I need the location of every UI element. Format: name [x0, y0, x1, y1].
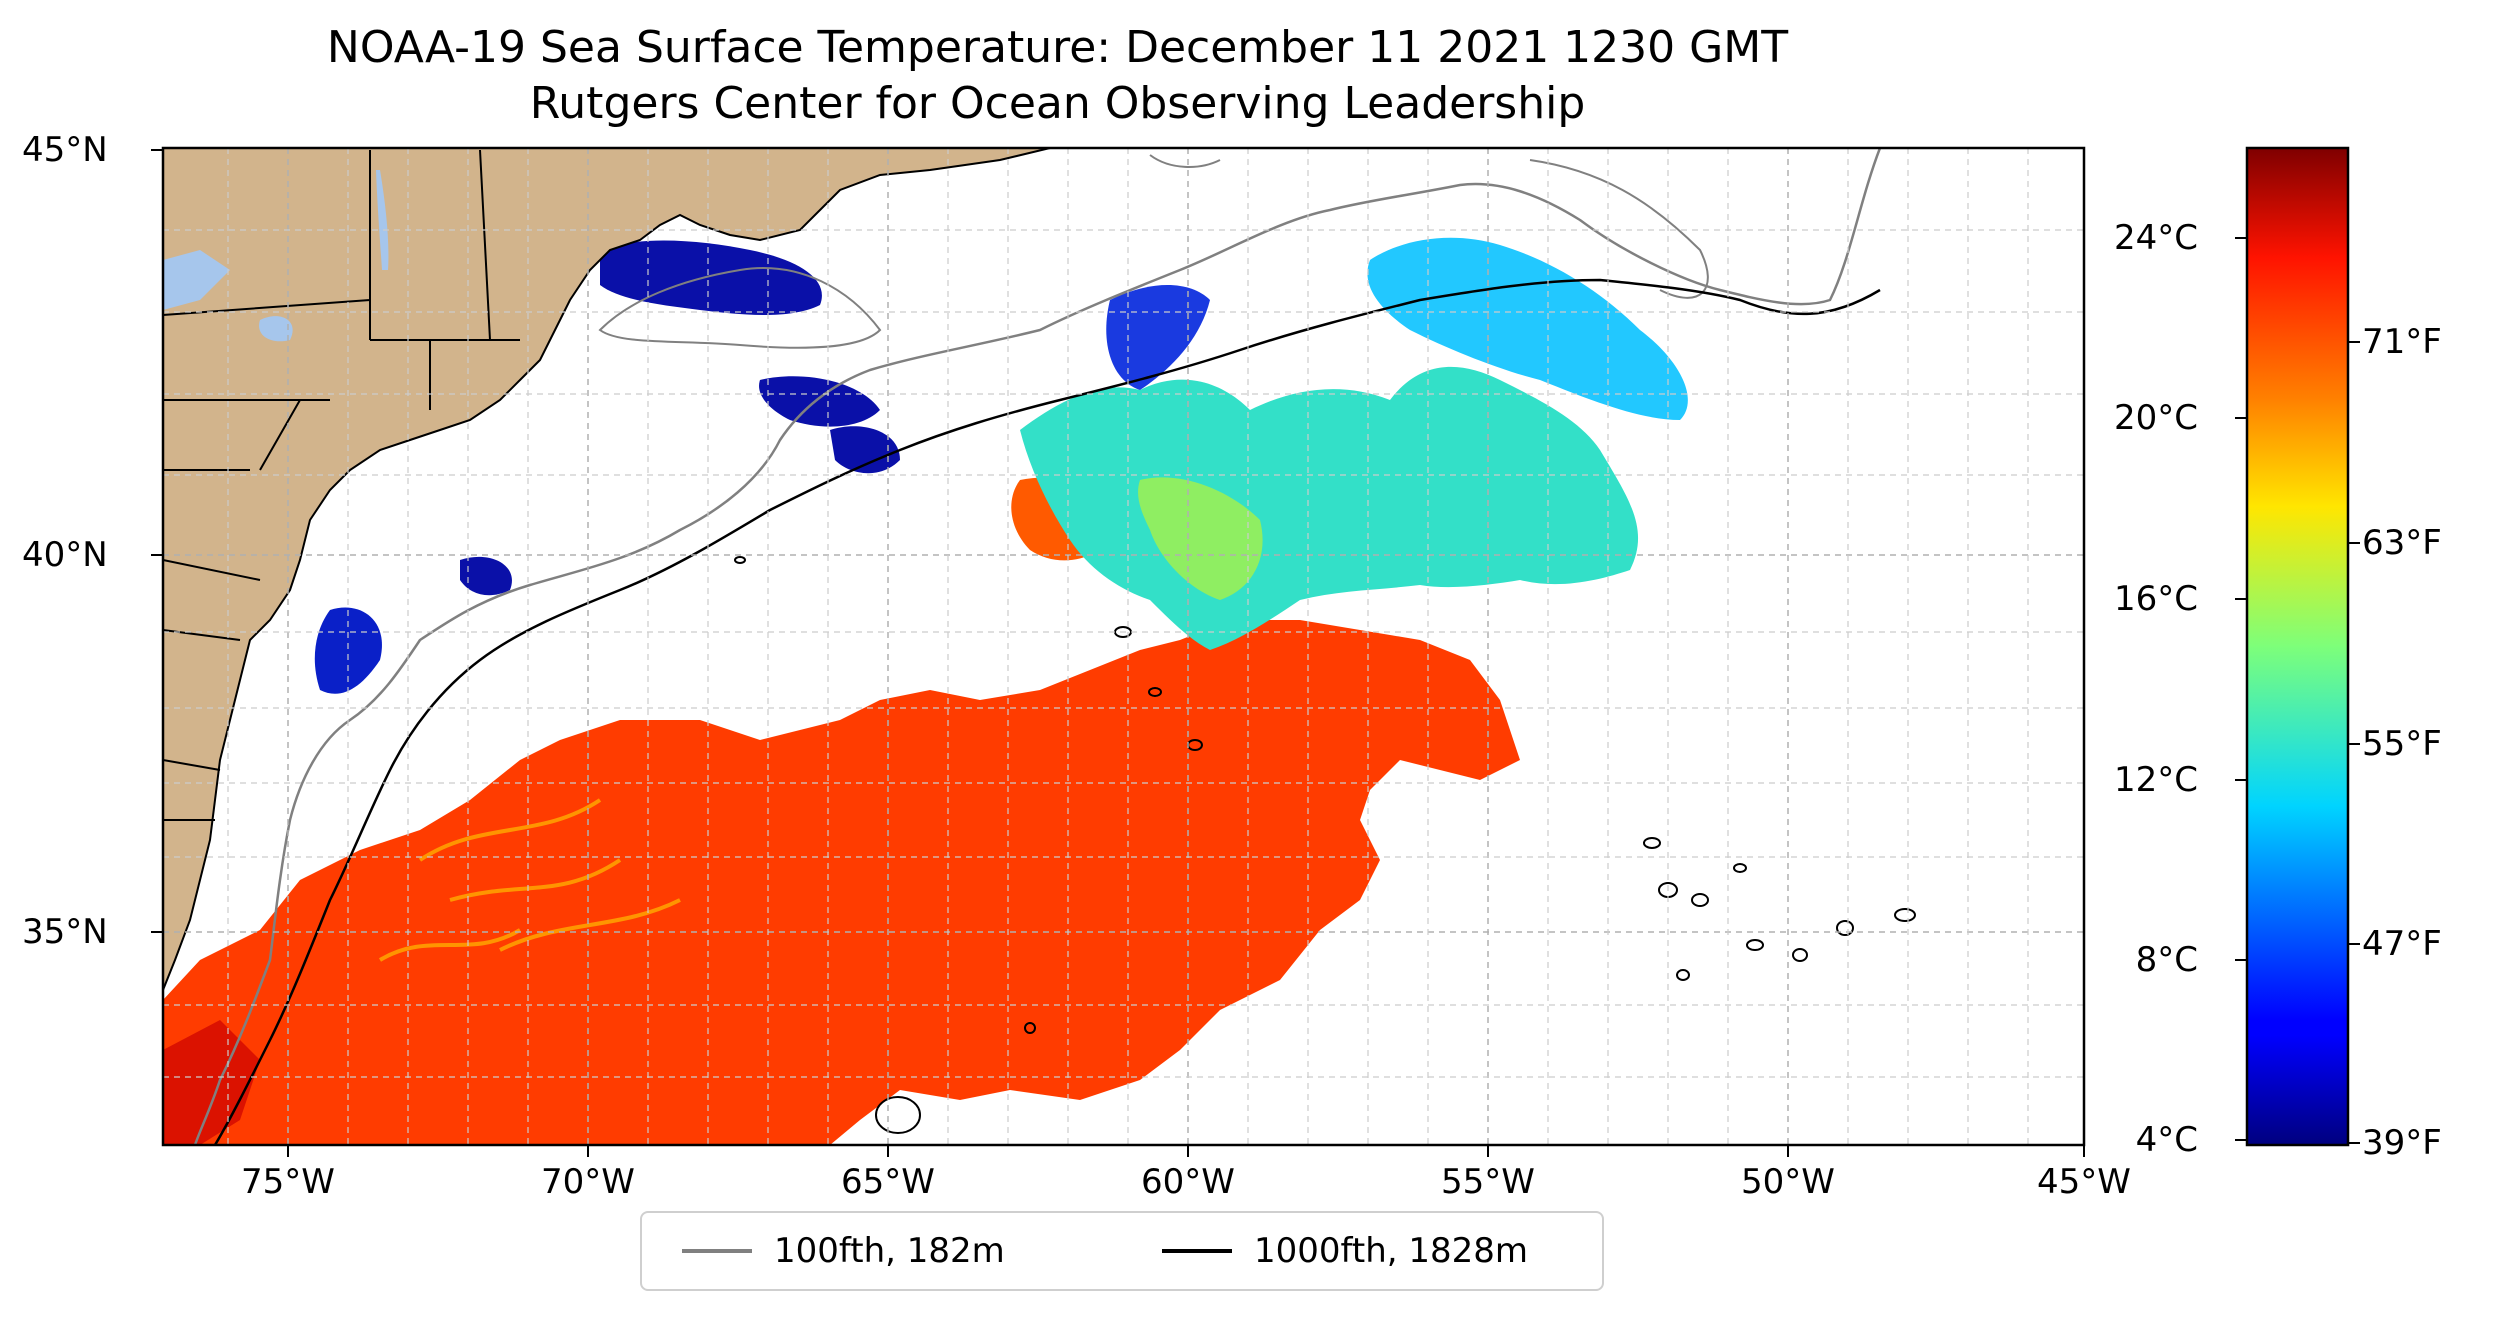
bathymetry-100fth-north: [598, 154, 1709, 349]
inland-lakes: [163, 170, 389, 342]
x-tick-label: 45°W: [2037, 1162, 2131, 1202]
colorbar-fahrenheit-label: 47°F: [2362, 924, 2442, 964]
legend-line-grey: [682, 1249, 752, 1253]
colorbar-celsius-label: 4°C: [2135, 1120, 2198, 1160]
y-tick-label: 40°N: [22, 535, 108, 575]
x-tick-label: 65°W: [841, 1162, 935, 1202]
y-tick-label: 45°N: [22, 130, 108, 170]
legend: 100fth, 182m 1000fth, 1828m: [640, 1211, 1604, 1291]
colorbar-celsius-label: 16°C: [2113, 579, 2198, 619]
colorbar-celsius-label: 8°C: [2135, 940, 2198, 980]
sst-cold-gulf-of-maine: [600, 240, 822, 315]
colorbar-gradient: [2245, 146, 2350, 1147]
state-borders: [163, 149, 520, 821]
sst-cold-coast: [314, 607, 382, 694]
legend-item-100fth: 100fth, 182m: [682, 1229, 1005, 1273]
chart-subtitle: Rutgers Center for Ocean Observing Leade…: [529, 78, 1586, 129]
map-frame: [161, 146, 2086, 1147]
chart-title: NOAA-19 Sea Surface Temperature: Decembe…: [326, 22, 1789, 73]
sst-cyan-north: [1367, 237, 1688, 420]
colorbar-celsius-label: 12°C: [2113, 760, 2198, 800]
axis-ticks: [151, 149, 2085, 1157]
legend-line-black: [1162, 1249, 1232, 1253]
sst-cold-scattered: [460, 376, 900, 596]
colorbar-fahrenheit-label: 71°F: [2362, 322, 2442, 362]
x-tick-label: 60°W: [1141, 1162, 1235, 1202]
sst-warm-region: [163, 620, 1520, 1145]
seamount-contours: [734, 556, 1916, 1134]
colorbar-fahrenheit-label: 55°F: [2362, 724, 2442, 764]
x-tick-label: 70°W: [541, 1162, 635, 1202]
colorbar-fahrenheit-label: 63°F: [2362, 523, 2442, 563]
colorbar-celsius-label: 24°C: [2113, 218, 2198, 258]
x-tick-label: 50°W: [1741, 1162, 1835, 1202]
land-mass: [163, 148, 1051, 991]
x-tick-label: 55°W: [1441, 1162, 1535, 1202]
x-tick-label: 75°W: [241, 1162, 335, 1202]
sst-filaments: [378, 798, 681, 962]
sst-cold-slope: [1106, 285, 1210, 390]
sst-cool-region: [1020, 366, 1639, 650]
y-tick-label: 35°N: [22, 912, 108, 952]
colorbar-fahrenheit-label: 39°F: [2362, 1123, 2442, 1163]
bathymetry-1000fth: [213, 278, 1881, 1145]
legend-label: 100fth, 182m: [774, 1231, 1005, 1271]
legend-label: 1000fth, 1828m: [1254, 1231, 1529, 1271]
sst-green-band: [1138, 477, 1263, 600]
colorbar-ticks: [2235, 237, 2360, 1144]
graticule: [163, 148, 2084, 1145]
colorbar-celsius-label: 20°C: [2113, 398, 2198, 438]
bathymetry-100fth: [193, 148, 1882, 1145]
legend-item-1000fth: 1000fth, 1828m: [1162, 1229, 1528, 1273]
sst-dark-core: [163, 1020, 260, 1145]
